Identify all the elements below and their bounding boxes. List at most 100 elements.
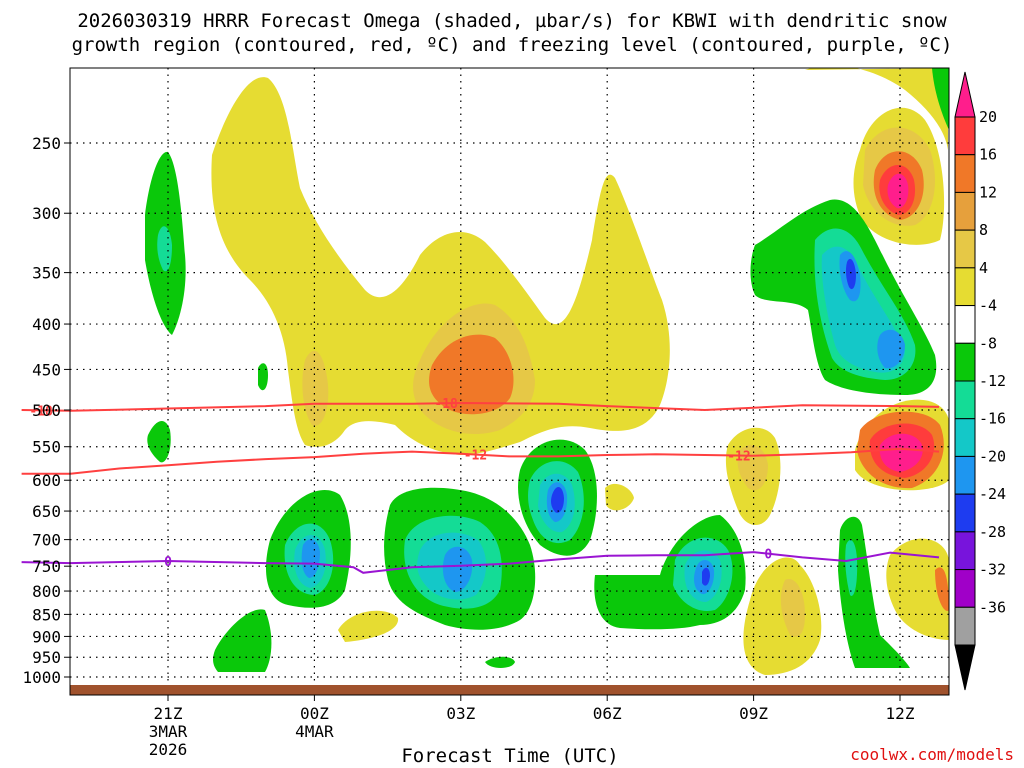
source-credit: coolwx.com/models bbox=[850, 745, 1014, 764]
colorbar-label: -8 bbox=[979, 334, 997, 352]
omega-region-upward-4 bbox=[605, 483, 634, 511]
y-tick-label: 300 bbox=[32, 204, 61, 223]
colorbar-label: -28 bbox=[979, 523, 1006, 541]
ground-surface bbox=[70, 685, 949, 695]
x-axis-label: Forecast Time (UTC) bbox=[401, 745, 619, 767]
colorbar-label: 4 bbox=[979, 259, 988, 277]
omega-region-downward-8 bbox=[845, 540, 858, 596]
colorbar-top-arrow bbox=[954, 71, 976, 118]
colorbar-swatch bbox=[954, 154, 976, 193]
chart-title-line-1: 2026030319 HRRR Forecast Omega (shaded, … bbox=[77, 10, 947, 32]
contour-line-0 bbox=[21, 551, 940, 574]
colorbar-swatch bbox=[954, 116, 976, 156]
y-tick-label: 550 bbox=[32, 438, 61, 457]
temperature-contours: -18 -18 -12 -12 0 0 bbox=[21, 397, 940, 574]
colorbar-swatch bbox=[954, 342, 976, 382]
omega-region-downward-20 bbox=[551, 487, 564, 513]
omega-region-upward-8 bbox=[780, 579, 805, 637]
colorbar-swatch bbox=[954, 191, 976, 231]
omega-region-downward-16 bbox=[442, 546, 473, 592]
colorbar-bottom-arrow bbox=[954, 644, 976, 691]
contour-label: 0 bbox=[164, 555, 172, 570]
omega-region-downward-4 bbox=[213, 609, 272, 672]
x-tick-date-label: 4MAR bbox=[295, 722, 334, 741]
x-tick-date-label: 3MAR bbox=[149, 722, 188, 741]
colorbar-swatch bbox=[954, 606, 976, 646]
y-tick-label: 750 bbox=[32, 557, 61, 576]
contour-line--18 bbox=[21, 401, 940, 412]
y-tick-label: 700 bbox=[32, 531, 61, 550]
omega-region-upward-4 bbox=[338, 610, 399, 642]
colorbar-label: 12 bbox=[979, 183, 997, 201]
x-tick-label: 03Z bbox=[446, 704, 475, 723]
contour-line--12 bbox=[21, 447, 940, 475]
x-tick-year-label: 2026 bbox=[149, 740, 188, 759]
contour-label: -18 bbox=[434, 397, 458, 412]
omega-region-upward-8 bbox=[302, 350, 329, 426]
colorbar-label: -32 bbox=[979, 561, 1006, 579]
y-tick-label: 950 bbox=[32, 648, 61, 667]
colorbar: 20 16 12 8 4 -4 -8 -12 -16 -20 -24 -28 -32 -36 bbox=[954, 71, 1006, 691]
omega-region-downward-4 bbox=[485, 656, 515, 668]
colorbar-swatch bbox=[954, 493, 976, 533]
x-tick-label: 00Z bbox=[300, 704, 329, 723]
omega-region-upward-4 bbox=[211, 77, 670, 455]
omega-region-upward-4 bbox=[886, 538, 949, 640]
contour-label: -12 bbox=[727, 450, 750, 465]
colorbar-swatch bbox=[954, 418, 976, 457]
omega-region-downward-4 bbox=[147, 420, 171, 463]
omega-region-upward-20 bbox=[879, 433, 923, 472]
y-tick-label: 900 bbox=[32, 627, 61, 646]
y-tick-label: 500 bbox=[32, 401, 61, 420]
colorbar-label: -36 bbox=[979, 598, 1006, 616]
contour-label: -12 bbox=[464, 448, 487, 463]
omega-shading bbox=[145, 68, 949, 675]
contour-label: -18 bbox=[29, 404, 53, 419]
y-tick-label: 1000 bbox=[22, 668, 61, 687]
x-tick-label: 21Z bbox=[154, 704, 183, 723]
colorbar-swatch bbox=[954, 229, 976, 269]
x-tick-label: 09Z bbox=[739, 704, 768, 723]
chart-title-line-2: growth region (contoured, red, ºC) and f… bbox=[71, 34, 953, 56]
omega-region-downward-4 bbox=[932, 68, 949, 130]
omega-region-upward-4 bbox=[743, 557, 822, 675]
colorbar-swatch bbox=[954, 267, 976, 307]
colorbar-label: -12 bbox=[979, 372, 1006, 390]
colorbar-label: -16 bbox=[979, 410, 1006, 428]
y-tick-label: 250 bbox=[32, 134, 61, 153]
colorbar-swatch bbox=[954, 380, 976, 420]
colorbar-swatch bbox=[954, 455, 976, 495]
omega-region-upward-12 bbox=[429, 334, 514, 415]
colorbar-label: 20 bbox=[979, 108, 997, 126]
y-tick-label: 600 bbox=[32, 471, 61, 490]
colorbar-label: -4 bbox=[979, 297, 997, 315]
contour-label: 0 bbox=[764, 548, 772, 563]
omega-region-downward-20 bbox=[845, 258, 856, 290]
y-tick-label: 800 bbox=[32, 582, 61, 601]
colorbar-label: 8 bbox=[979, 221, 988, 239]
colorbar-label: -24 bbox=[979, 485, 1006, 503]
y-tick-label: 450 bbox=[32, 360, 61, 379]
omega-region-downward-16 bbox=[877, 329, 905, 369]
y-tick-label: 650 bbox=[32, 502, 61, 521]
omega-region-downward-20 bbox=[702, 567, 710, 586]
omega-region-downward-4 bbox=[258, 363, 268, 391]
colorbar-swatch bbox=[954, 305, 976, 344]
y-tick-label: 350 bbox=[32, 264, 61, 283]
x-tick-label: 12Z bbox=[886, 704, 915, 723]
colorbar-label: 16 bbox=[979, 146, 997, 164]
omega-region-downward-16 bbox=[301, 539, 320, 578]
x-tick-label: 06Z bbox=[593, 704, 622, 723]
colorbar-swatch bbox=[954, 569, 976, 608]
y-tick-label: 850 bbox=[32, 605, 61, 624]
omega-region-upward-20 bbox=[887, 173, 909, 209]
y-tick-label: 400 bbox=[32, 315, 61, 334]
colorbar-label: -20 bbox=[979, 447, 1006, 465]
y-axis: 250 300 350 400 450 500 550 600 650 700 750 800 850 9… bbox=[22, 134, 70, 687]
plot-frame bbox=[69, 67, 950, 696]
grid-lines bbox=[70, 68, 949, 695]
colorbar-swatch bbox=[954, 531, 976, 571]
omega-region-upward-12 bbox=[935, 567, 949, 611]
